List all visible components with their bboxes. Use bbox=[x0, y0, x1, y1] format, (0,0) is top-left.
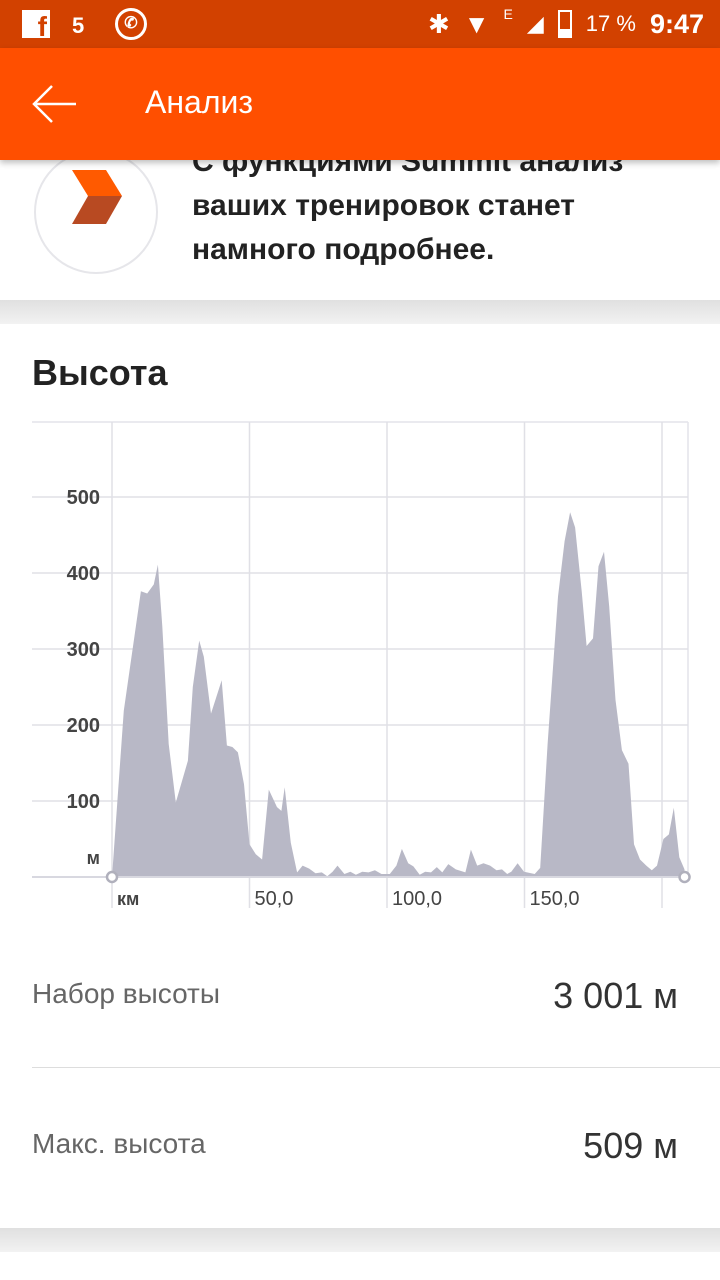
back-button[interactable] bbox=[30, 82, 80, 126]
x-tick-label: 50,0 bbox=[255, 888, 294, 910]
y-tick-label: 400 bbox=[67, 563, 100, 585]
summit-promo[interactable]: С функциями Summit анализ ваших трениров… bbox=[0, 130, 720, 300]
stat-label: Набор высоты bbox=[32, 978, 220, 1009]
battery-charging-icon bbox=[557, 10, 572, 38]
y-tick-label: 500 bbox=[67, 487, 100, 509]
section-divider bbox=[0, 1228, 720, 1252]
section-divider bbox=[0, 300, 720, 324]
viber-icon: ✆ bbox=[115, 8, 147, 40]
signal-icon: ◢ bbox=[526, 11, 544, 36]
status-bar: f 5 ✆ ✱ ▼ E ◢ 17 % 9:47 bbox=[0, 0, 720, 48]
elevation-area bbox=[112, 512, 685, 877]
facebook-icon: f bbox=[22, 10, 50, 42]
row-divider bbox=[32, 1067, 720, 1068]
promo-text: С функциями Summit анализ ваших трениров… bbox=[192, 145, 624, 266]
stat-elevation-gain: Набор высоты 3 001 м bbox=[32, 975, 688, 1120]
bluetooth-icon: ✱ bbox=[428, 8, 450, 39]
app-logo bbox=[34, 150, 158, 274]
y-tick-label: 200 bbox=[67, 715, 100, 737]
stat-value: 509 м bbox=[583, 1125, 678, 1166]
y-tick-label: м bbox=[87, 848, 100, 868]
wifi-icon: ▼ bbox=[463, 8, 490, 39]
html5-icon: 5 bbox=[72, 13, 85, 38]
y-tick-label: 300 bbox=[67, 639, 100, 661]
network-type: E bbox=[503, 6, 513, 22]
elevation-chart: 500 400 300 200 100 м км 50,0 100,0 150,0 bbox=[32, 421, 691, 910]
range-start-handle[interactable] bbox=[105, 870, 119, 884]
range-end-handle[interactable] bbox=[678, 870, 691, 884]
clock: 9:47 bbox=[649, 8, 704, 39]
x-tick-label: 100,0 bbox=[392, 888, 442, 910]
y-tick-label: 100 bbox=[67, 791, 100, 813]
arrow-left-icon bbox=[32, 85, 76, 123]
stat-max-elevation: Макс. высота 509 м bbox=[32, 1125, 688, 1270]
stat-value: 3 001 м bbox=[553, 975, 678, 1016]
chevron-logo-icon bbox=[72, 170, 122, 224]
stat-label: Макс. высота bbox=[32, 1128, 206, 1159]
section-title: Высота bbox=[32, 352, 168, 393]
app-bar: Анализ bbox=[0, 48, 720, 160]
battery-level: 17 % bbox=[585, 11, 636, 36]
x-tick-label: 150,0 bbox=[530, 888, 580, 910]
page-title: Анализ bbox=[145, 84, 254, 120]
x-tick-label: км bbox=[117, 889, 139, 909]
